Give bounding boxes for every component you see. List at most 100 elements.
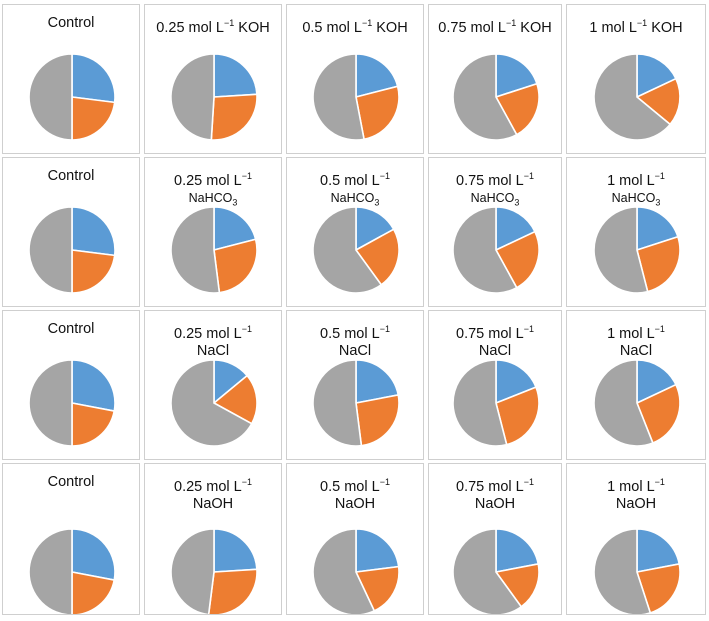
chart-panel: 0.5 mol L−1 NaHCO3 bbox=[286, 157, 424, 307]
pie-slice bbox=[452, 359, 508, 447]
chart-title-line2: NaCl bbox=[338, 342, 372, 359]
pie-slice bbox=[355, 206, 395, 252]
chart-title-line2: NaHCO3 bbox=[330, 190, 380, 208]
chart-title-line1: 1 mol L−1 bbox=[607, 477, 665, 495]
pie-slice bbox=[28, 528, 73, 614]
chart-panel: 0.25 mol L−1 NaOH bbox=[144, 463, 282, 615]
pie-slice bbox=[355, 359, 400, 404]
chart-title: 1 mol L−1 NaHCO3 bbox=[567, 168, 705, 211]
pie-slice bbox=[170, 53, 215, 141]
chart-title-line2: NaCl bbox=[478, 342, 512, 359]
chart-title: Control bbox=[47, 474, 95, 490]
pie bbox=[170, 206, 258, 294]
pie-slice bbox=[494, 563, 540, 608]
pie-slice bbox=[494, 82, 540, 136]
chart-panel: 1 mol L−1 NaCl bbox=[566, 310, 706, 460]
chart-title: 0.75 mol L−1 NaHCO3 bbox=[429, 168, 561, 211]
pie bbox=[170, 528, 258, 614]
pie-slice bbox=[312, 53, 365, 141]
pie-slice bbox=[495, 386, 540, 446]
pie-slice bbox=[71, 359, 116, 412]
chart-title-line1: 1 mol L−1 bbox=[607, 324, 665, 342]
pie-slice bbox=[635, 563, 681, 614]
pie-slice bbox=[452, 53, 518, 141]
pie-slice bbox=[71, 571, 116, 614]
pie bbox=[28, 528, 116, 614]
chart-title: 0.5 mol L−1 NaCl bbox=[287, 321, 423, 360]
pie-slice bbox=[170, 359, 253, 447]
chart-panel: 1 mol L−1 KOH bbox=[566, 4, 706, 154]
pie-slice bbox=[635, 77, 681, 126]
pie-slice bbox=[355, 528, 400, 573]
chart-title: Control bbox=[47, 321, 95, 337]
pie-slice bbox=[210, 93, 258, 141]
pie bbox=[170, 53, 258, 141]
chart-title: 0.25 mol L−1 NaOH bbox=[145, 474, 281, 513]
pie-slice bbox=[312, 206, 383, 294]
pie-slice bbox=[212, 374, 258, 425]
chart-panel: 1 mol L−1 NaOH bbox=[566, 463, 706, 615]
chart-title-line1: 0.75 mol L−1 bbox=[456, 324, 534, 342]
pie-slice bbox=[354, 228, 400, 286]
chart-panel: Control bbox=[2, 463, 140, 615]
chart-panel: 0.75 mol L−1 NaHCO3 bbox=[428, 157, 562, 307]
chart-panel: 0.25 mol L−1 NaCl bbox=[144, 310, 282, 460]
chart-panel: Control bbox=[2, 310, 140, 460]
chart-panel: 0.75 mol L−1 NaOH bbox=[428, 463, 562, 615]
pie-slice bbox=[636, 53, 677, 99]
pie-slice bbox=[71, 53, 116, 104]
chart-title: 0.75 mol L−1 NaCl bbox=[429, 321, 561, 360]
pie-slice bbox=[636, 359, 677, 405]
pie bbox=[170, 359, 258, 447]
chart-title-line1: 1 mol L−1 bbox=[607, 171, 665, 189]
chart-title-line2: NaHCO3 bbox=[470, 190, 520, 208]
chart-title-line1: 0.25 mol L−1 bbox=[174, 477, 252, 495]
pie-slice bbox=[71, 402, 116, 447]
pie-slice bbox=[71, 528, 116, 581]
chart-title-line2: NaCl bbox=[196, 342, 230, 359]
pie-slice bbox=[636, 528, 681, 573]
pie-slice bbox=[494, 230, 540, 289]
pie bbox=[312, 53, 400, 141]
chart-title: 0.25 mol L−1 KOH bbox=[156, 18, 270, 36]
chart-title-line1: 0.5 mol L−1 bbox=[320, 171, 390, 189]
pie-slice bbox=[28, 206, 73, 294]
chart-panel: 0.25 mol L−1 NaHCO3 bbox=[144, 157, 282, 307]
chart-title-line2: NaHCO3 bbox=[188, 190, 238, 208]
chart-title: 0.25 mol L−1 NaHCO3 bbox=[145, 168, 281, 211]
pie-slice bbox=[593, 528, 652, 614]
pie-slice bbox=[636, 235, 681, 293]
pie-slice bbox=[213, 238, 258, 294]
pie-slice bbox=[312, 359, 363, 447]
chart-title: 0.5 mol L−1 NaOH bbox=[287, 474, 423, 513]
pie bbox=[452, 53, 540, 141]
chart-title-line2: NaCl bbox=[619, 342, 653, 359]
chart-title-line2: NaOH bbox=[615, 495, 657, 512]
chart-title-line2: NaOH bbox=[334, 495, 376, 512]
pie bbox=[312, 206, 400, 294]
pie-slice bbox=[354, 565, 400, 612]
pie-slice bbox=[213, 528, 258, 573]
pie-slice bbox=[593, 53, 672, 141]
pie-slice bbox=[355, 85, 400, 141]
pie-slice bbox=[28, 359, 73, 447]
pie bbox=[593, 53, 681, 141]
chart-panel: 0.5 mol L−1 KOH bbox=[286, 4, 424, 154]
chart-title: 0.75 mol L−1 KOH bbox=[438, 18, 552, 36]
chart-title: 0.5 mol L−1 NaHCO3 bbox=[287, 168, 423, 211]
pie-slice bbox=[452, 206, 518, 294]
pie-slice bbox=[213, 53, 258, 98]
pie bbox=[593, 528, 681, 614]
chart-title: 1 mol L−1 NaCl bbox=[567, 321, 705, 360]
pie bbox=[452, 206, 540, 294]
pie-slice bbox=[355, 394, 400, 447]
pie bbox=[593, 359, 681, 447]
pie-slice bbox=[213, 206, 257, 252]
pie-slice bbox=[170, 206, 221, 294]
chart-panel: Control bbox=[2, 4, 140, 154]
chart-title: 0.75 mol L−1 NaOH bbox=[429, 474, 561, 513]
chart-title: Control bbox=[47, 168, 95, 184]
pie bbox=[312, 359, 400, 447]
pie bbox=[28, 359, 116, 447]
